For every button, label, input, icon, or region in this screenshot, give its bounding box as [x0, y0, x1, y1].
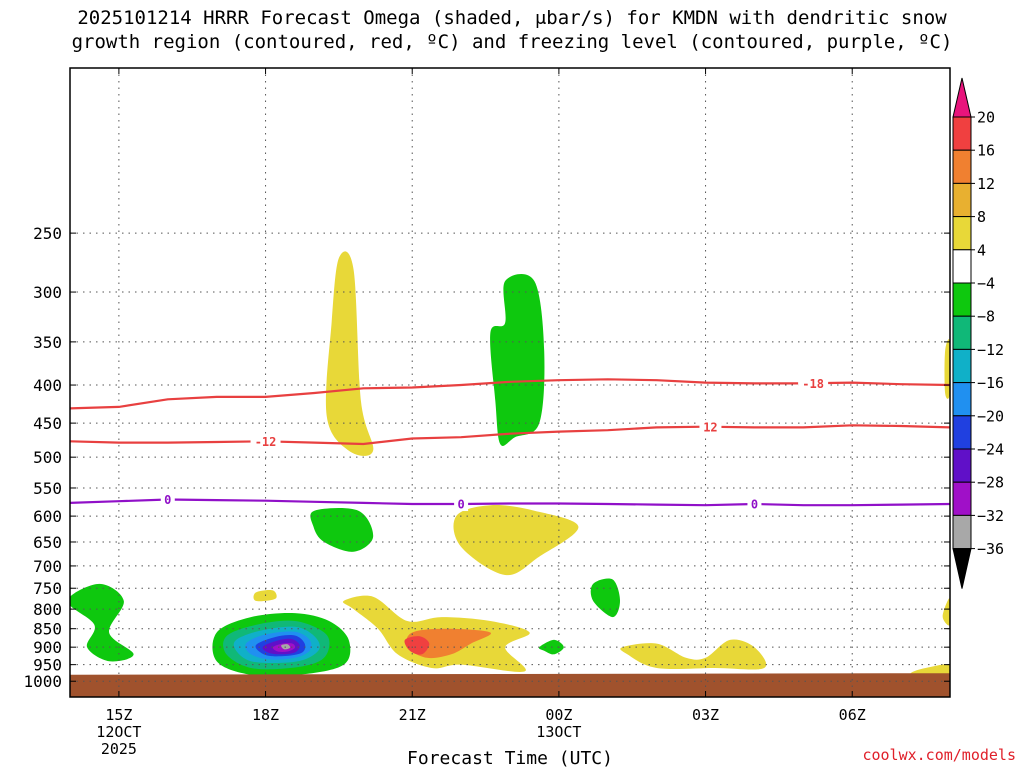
omega-shaded-region-5	[590, 578, 620, 618]
colorbar-segment-8	[952, 348, 972, 384]
y-tick-label-350: 350	[33, 333, 62, 352]
y-tick-label-900: 900	[33, 638, 62, 657]
colorbar-label-11: −28	[977, 474, 1004, 492]
chart-title-line-1: 2025101214 HRRR Forecast Omega (shaded, …	[77, 7, 947, 29]
contour-label-bg-freezing-level-0	[160, 492, 175, 507]
y-tick-label-1000: 1000	[23, 672, 62, 691]
colorbar-label-13: −36	[977, 540, 1004, 558]
contour-freezing-level	[70, 498, 950, 507]
colorbar-label-5: −4	[977, 275, 995, 293]
x-tick-label-15Z: 15Z	[105, 706, 132, 724]
y-tick-label-300: 300	[33, 283, 62, 302]
colorbar-segment-5	[952, 249, 972, 284]
x-axis-label: Forecast Time (UTC)	[407, 748, 613, 768]
colorbar-label-1: 16	[977, 142, 995, 160]
y-tick-label-800: 800	[33, 600, 62, 619]
colorbar-label-6: −8	[977, 308, 995, 326]
x-tick-sublabel-00Z: 13OCT	[536, 723, 581, 741]
colorbar-label-0: 20	[977, 109, 995, 127]
x-tick-label-18Z: 18Z	[252, 706, 279, 724]
y-tick-label-400: 400	[33, 376, 62, 395]
plot-area: -18 -12 12 0 0 0	[70, 68, 950, 697]
x-tick-label-00Z: 00Z	[545, 706, 572, 724]
chart-title-line-2: growth region (contoured, red, ºC) and f…	[71, 31, 953, 53]
contour-label-freezing-level-2: 0	[751, 498, 758, 512]
contour-label-dgz-minus18-0: -18	[802, 377, 824, 391]
omega-shaded-region-10	[404, 636, 430, 655]
colorbar-segment-12	[952, 481, 972, 516]
colorbar-label-12: −32	[977, 507, 1004, 525]
omega-shaded-region-11	[620, 639, 767, 670]
omega-shaded-region-3	[453, 505, 579, 576]
colorbar-label-2: 12	[977, 175, 995, 193]
ground-below-surface	[70, 673, 950, 697]
omega-shaded-region-13	[942, 598, 950, 626]
y-tick-label-850: 850	[33, 620, 62, 639]
contour-label-freezing-level-0: 0	[164, 493, 171, 507]
colorbar-segment-6	[952, 282, 972, 317]
y-tick-label-500: 500	[33, 448, 62, 467]
contour-label-dgz-minus12-1: 12	[703, 420, 717, 434]
contour-label-bg-dgz-minus18-0	[798, 376, 829, 391]
colorbar-segment-10	[952, 415, 972, 450]
colorbar-segment-11	[952, 448, 972, 483]
colorbar-label-7: −12	[977, 341, 1004, 359]
y-tick-label-950: 950	[33, 656, 62, 675]
colorbar-bottom-arrow	[952, 548, 972, 589]
y-tick-label-600: 600	[33, 507, 62, 526]
colorbar-segment-2	[952, 149, 972, 184]
colorbar-label-10: −24	[977, 441, 1004, 459]
colorbar-segment-7	[952, 315, 972, 350]
x-tick-year-15Z: 2025	[101, 740, 137, 758]
contour-label-bg-dgz-minus12-1	[699, 419, 722, 434]
x-tick-label-03Z: 03Z	[692, 706, 719, 724]
y-tick-label-250: 250	[33, 224, 62, 243]
plot-content: -18 -12 12 0 0 0	[70, 68, 950, 697]
chart-title: 2025101214 HRRR Forecast Omega (shaded, …	[0, 6, 1024, 54]
credit-text[interactable]: coolwx.com/models	[862, 746, 1016, 764]
x-tick-label-06Z: 06Z	[839, 706, 866, 724]
colorbar-segment-13	[952, 514, 972, 550]
plot-frame	[69, 67, 951, 698]
colorbar-label-4: 4	[977, 241, 986, 259]
omega-shaded-region-9	[406, 628, 492, 659]
axes: 2503003504004505005506006507007508008509…	[23, 67, 951, 758]
y-tick-label-700: 700	[33, 557, 62, 576]
omega-shaded-region-1	[490, 273, 545, 446]
x-tick-sublabel-15Z: 12OCT	[96, 723, 141, 741]
colorbar-label-3: 8	[977, 208, 986, 226]
colorbar-top-arrow	[952, 77, 972, 118]
x-tick-label-21Z: 21Z	[399, 706, 426, 724]
omega-shaded-region-4	[70, 583, 134, 662]
contour-label-freezing-level-1: 0	[457, 498, 464, 512]
colorbar-segment-3	[952, 182, 972, 218]
contour-label-bg-dgz-minus12-0	[250, 434, 281, 449]
y-tick-label-550: 550	[33, 479, 62, 498]
colorbar-label-9: −20	[977, 407, 1004, 425]
y-tick-label-450: 450	[33, 414, 62, 433]
colorbar-segment-1	[952, 116, 972, 151]
contour-label-bg-freezing-level-2	[747, 497, 762, 512]
color-bar: 20 16 12 8 4 −4 −8 −12 −16 −20 −24 −28 −32 −36	[952, 77, 1004, 589]
contour-dgz-minus12	[70, 424, 950, 446]
y-tick-label-750: 750	[33, 579, 62, 598]
omega-shaded-region-0	[325, 251, 374, 456]
colorbar-segment-9	[952, 382, 972, 417]
colorbar-segment-4	[952, 216, 972, 251]
colorbar-label-8: −16	[977, 374, 1004, 392]
omega-shaded-region-2	[310, 508, 374, 552]
y-tick-label-650: 650	[33, 533, 62, 552]
contour-label-bg-freezing-level-1	[454, 497, 469, 512]
contour-label-dgz-minus12-0: -12	[255, 435, 277, 449]
